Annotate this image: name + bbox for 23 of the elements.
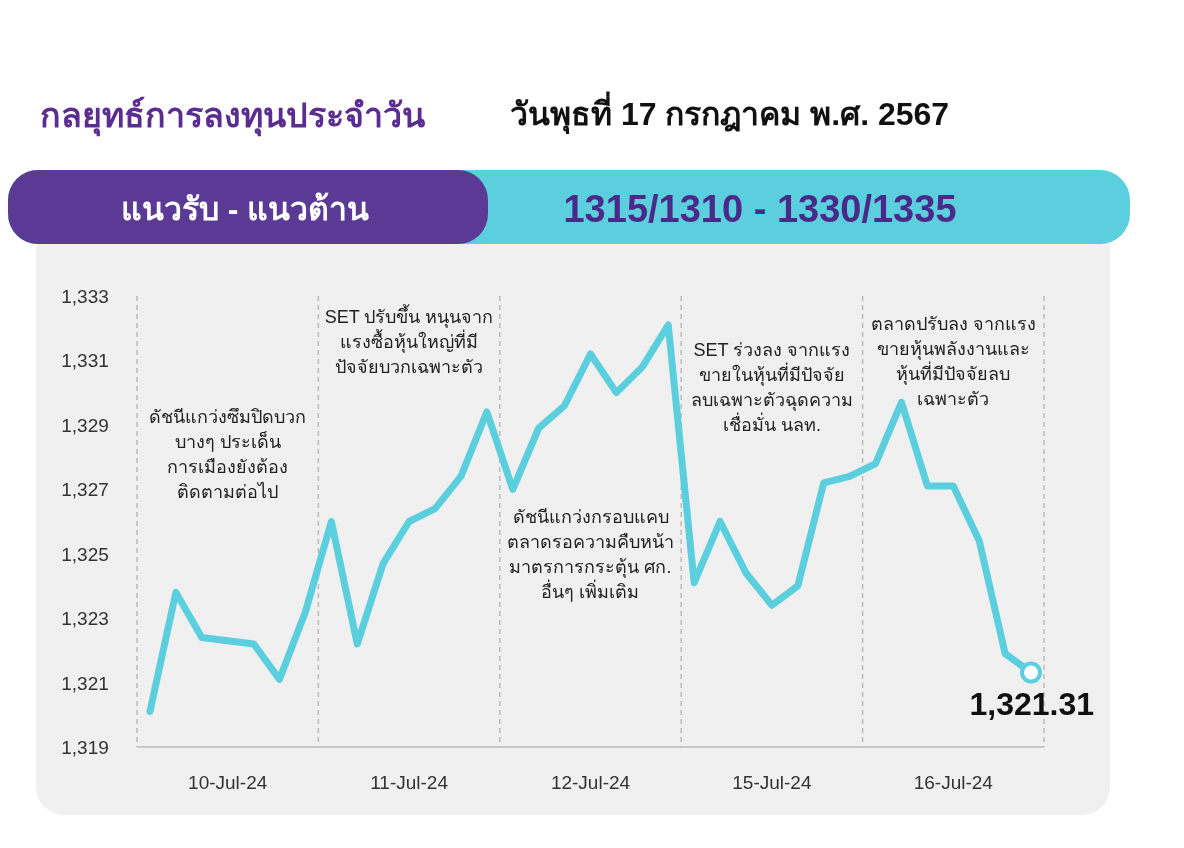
y-tick-label: 1,333 — [61, 286, 109, 307]
text: 1315/1310 - 1330/1335 — [563, 188, 957, 230]
y-tick-label: 1,319 — [61, 737, 109, 758]
annotation: 1,321.31 — [969, 685, 1095, 722]
y-tick-label: 1,321 — [61, 672, 109, 694]
x-tick-label: 15-Jul-24 — [732, 772, 812, 793]
annotation: SET ปรับขึ้น หนุนจาก แรงซื้อหุ้นใหญ่ที่มี ปัจจัยบวกเฉพาะตัว — [324, 304, 494, 377]
annotation: ดัชนีแกว่งซึมปิดบวก บางๆ ประเด็น การเมืองยังต้อง ติดตามต่อไป — [149, 407, 307, 502]
x-tick-label: 12-Jul-24 — [550, 772, 631, 793]
y-tick-label: 1,323 — [61, 608, 109, 630]
annotation: SET ร่วงลง จากแรง ขายในหุ้นที่มีปัจจัย ลบเฉพาะตัวฉุดความ เชื่อมั่น นลท. — [690, 340, 853, 435]
chart-subtitle: วันพุธที่ 17 กรกฎาคม พ.ศ. 2567 — [510, 91, 950, 135]
annotation: ดัชนีแกว่งกรอบแคบ ตลาดรอความคืบหน้า มาตรการกระตุ้น ศก. อื่นๆ เพิ่มเติม — [507, 507, 674, 602]
y-tick-label: 1,325 — [61, 543, 109, 565]
x-tick-label: 11-Jul-24 — [370, 772, 449, 793]
y-tick-label: 1,327 — [61, 479, 109, 501]
chart-title: กลยุทธ์การลงทุนประจำวัน — [40, 96, 425, 137]
text: แนวรับ - แนวต้าน — [120, 191, 370, 227]
x-tick-label: 10-Jul-24 — [188, 772, 268, 793]
y-tick-label: 1,331 — [61, 350, 109, 372]
annotation: ตลาดปรับลง จากแรง ขายหุ้นพลังงานและ หุ้นที่มีปัจจัยลบ เฉพาะตัว — [870, 314, 1036, 409]
y-tick-label: 1,329 — [61, 414, 109, 436]
x-tick-label: 16-Jul-24 — [913, 772, 994, 793]
